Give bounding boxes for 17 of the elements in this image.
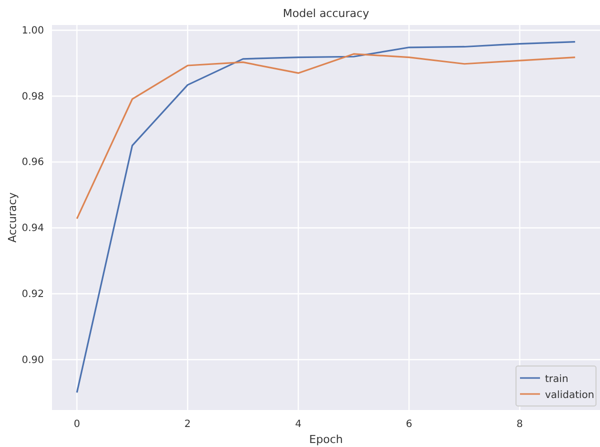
x-tick-label: 6 [406,419,412,430]
legend-label: train [545,374,568,385]
line-series [76,53,576,220]
x-tick-label: 8 [516,419,523,430]
y-tick-label: 1.00 [22,25,44,36]
y-tick-label: 0.98 [22,91,44,102]
x-axis-title: Epoch [309,433,343,446]
y-axis-title: Accuracy [6,192,19,243]
x-tick-label: 0 [74,419,80,430]
chart-title: Model accuracy [282,7,370,20]
legend-label: validation [545,390,594,401]
x-tick-label: 4 [295,419,302,430]
x-tick-label: 2 [184,419,191,430]
y-tick-label: 0.90 [22,354,44,366]
y-tick-label: 0.96 [22,157,44,168]
y-tick-label: 0.92 [22,288,44,300]
y-tick-label: 0.94 [22,223,44,234]
